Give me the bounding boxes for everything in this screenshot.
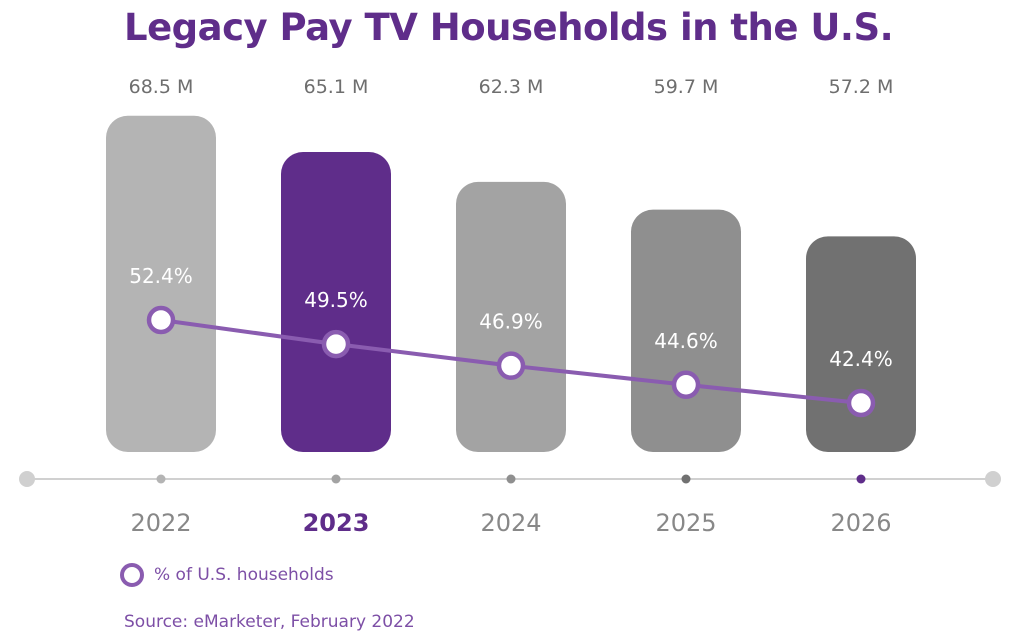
ring-marker-icon	[120, 563, 144, 587]
axis-tick-dot-2025	[681, 474, 691, 484]
x-tick-label-2024: 2024	[480, 509, 541, 537]
bar-value-label-2023: 65.1 M	[304, 76, 369, 98]
legend: % of U.S. households	[120, 563, 334, 587]
percent-label-2025: 44.6%	[654, 329, 718, 353]
percent-point-2025	[671, 370, 701, 400]
percent-point-2026	[846, 388, 876, 418]
bar-2024	[456, 181, 566, 453]
x-tick-label-2022: 2022	[130, 509, 191, 537]
bar-value-label-2022: 68.5 M	[129, 76, 194, 98]
percent-label-2022: 52.4%	[129, 264, 193, 288]
axis-tick-dot-2026	[856, 474, 866, 484]
percent-point-2023	[321, 329, 351, 359]
bar-value-label-2025: 59.7 M	[654, 76, 719, 98]
percent-label-2023: 49.5%	[304, 288, 368, 312]
percent-label-2024: 46.9%	[479, 310, 543, 334]
x-tick-label-2025: 2025	[655, 509, 716, 537]
axis-tick-dot-2023	[331, 474, 341, 484]
bar-2022	[106, 115, 216, 453]
axis-end-dot-right	[985, 471, 1001, 487]
percent-point-2022	[146, 305, 176, 335]
bar-2026	[806, 236, 916, 452]
bar-value-label-2026: 57.2 M	[829, 76, 894, 98]
chart-title: Legacy Pay TV Households in the U.S.	[124, 6, 894, 49]
bar-value-label-2024: 62.3 M	[479, 76, 544, 98]
x-tick-label-2023: 2023	[303, 509, 370, 537]
bar-2025	[631, 209, 741, 452]
axis-tick-dot-2022	[156, 474, 166, 484]
axis-tick-dot-2024	[506, 474, 516, 484]
bar-2023	[281, 152, 391, 452]
source-note: Source: eMarketer, February 2022	[124, 612, 415, 632]
percent-point-2024	[496, 351, 526, 380]
percent-label-2026: 42.4%	[829, 347, 893, 371]
legend-label: % of U.S. households	[154, 565, 334, 585]
x-tick-label-2026: 2026	[830, 509, 891, 537]
axis-end-dot-left	[19, 471, 35, 487]
